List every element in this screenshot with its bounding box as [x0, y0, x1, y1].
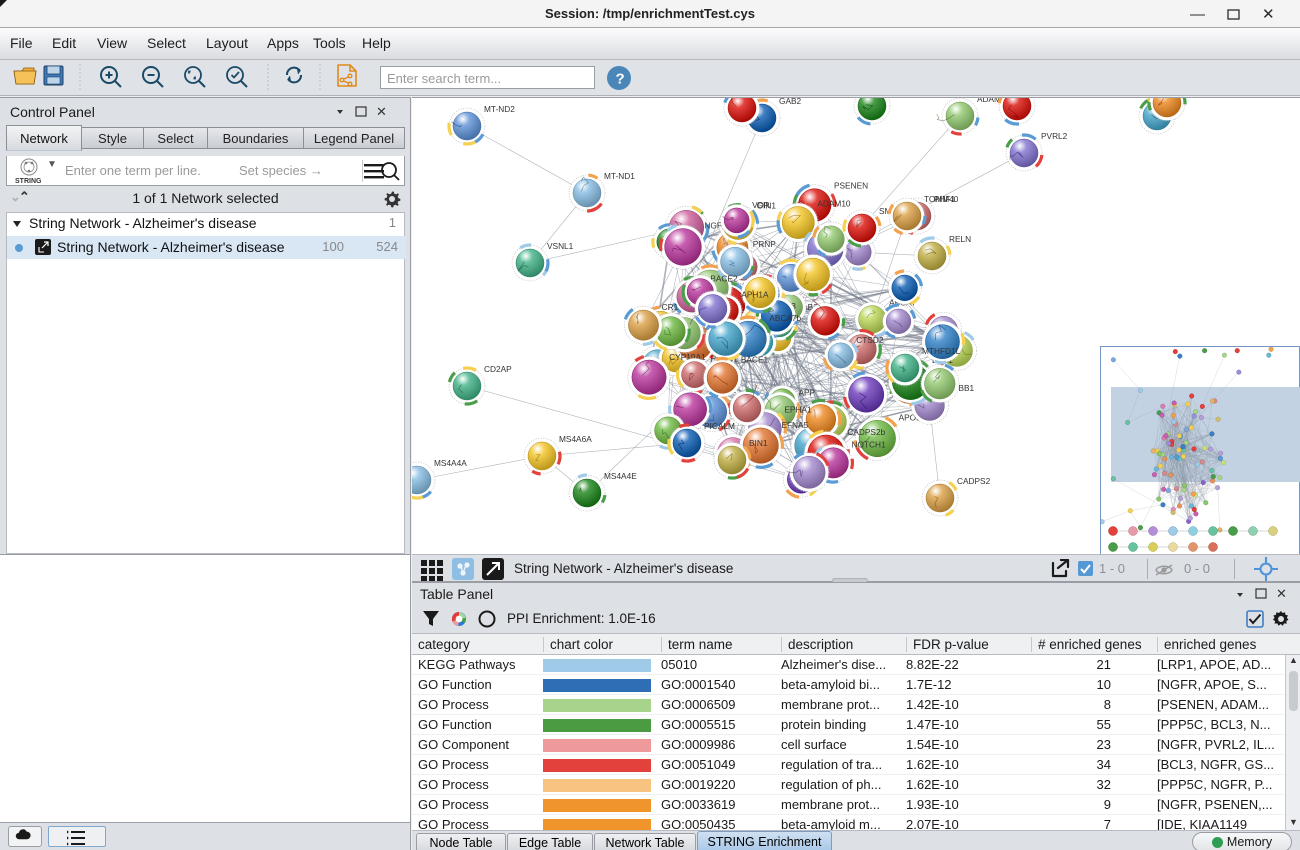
- svg-text:NOTCH1: NOTCH1: [851, 440, 885, 450]
- svg-text:CR1: CR1: [662, 302, 679, 312]
- svg-text:PICALM: PICALM: [704, 421, 735, 431]
- svg-text:VDR: VDR: [752, 200, 770, 210]
- svg-text:BIN1: BIN1: [749, 438, 768, 448]
- svg-text:✕: ✕: [1262, 6, 1275, 23]
- svg-text:ADAM10: ADAM10: [817, 198, 851, 208]
- svg-text:PVRL2: PVRL2: [1041, 131, 1068, 141]
- svg-text:APH1A: APH1A: [741, 290, 769, 300]
- svg-text:CD2AP: CD2AP: [484, 364, 512, 374]
- svg-text:MS4A6A: MS4A6A: [559, 434, 592, 444]
- svg-text:GAB2: GAB2: [779, 98, 802, 106]
- svg-text:ABCA7b: ABCA7b: [769, 313, 801, 323]
- svg-text:EFNA5: EFNA5: [781, 420, 808, 430]
- svg-text:CADPS2b: CADPS2b: [847, 427, 885, 437]
- svg-text:BACE1: BACE1: [741, 355, 769, 365]
- svg-text:✕: ✕: [1276, 587, 1287, 601]
- svg-text:CADPS2: CADPS2: [957, 476, 991, 486]
- svg-text:CTSD2: CTSD2: [856, 335, 884, 345]
- svg-text:MT-ND1: MT-ND1: [604, 171, 635, 181]
- svg-text:EPHA1: EPHA1: [784, 405, 812, 415]
- svg-text:MTHFD1L: MTHFD1L: [922, 346, 961, 356]
- svg-text:PRNP: PRNP: [753, 239, 777, 249]
- svg-text:?: ?: [616, 71, 625, 88]
- svg-text:MT-ND2: MT-ND2: [484, 104, 515, 114]
- svg-text:—: —: [1190, 6, 1205, 23]
- svg-text:PSENEN: PSENEN: [834, 181, 868, 191]
- svg-text:MS4A4E: MS4A4E: [604, 471, 637, 481]
- svg-text:RELN: RELN: [949, 234, 971, 244]
- svg-text:STRING: STRING: [15, 178, 42, 185]
- svg-text:MS4A4A: MS4A4A: [434, 458, 467, 468]
- svg-text:APP: APP: [798, 388, 815, 398]
- svg-text:TOMM40: TOMM40: [924, 194, 959, 204]
- svg-text:VSNL1: VSNL1: [547, 241, 574, 251]
- svg-text:✕: ✕: [376, 105, 387, 119]
